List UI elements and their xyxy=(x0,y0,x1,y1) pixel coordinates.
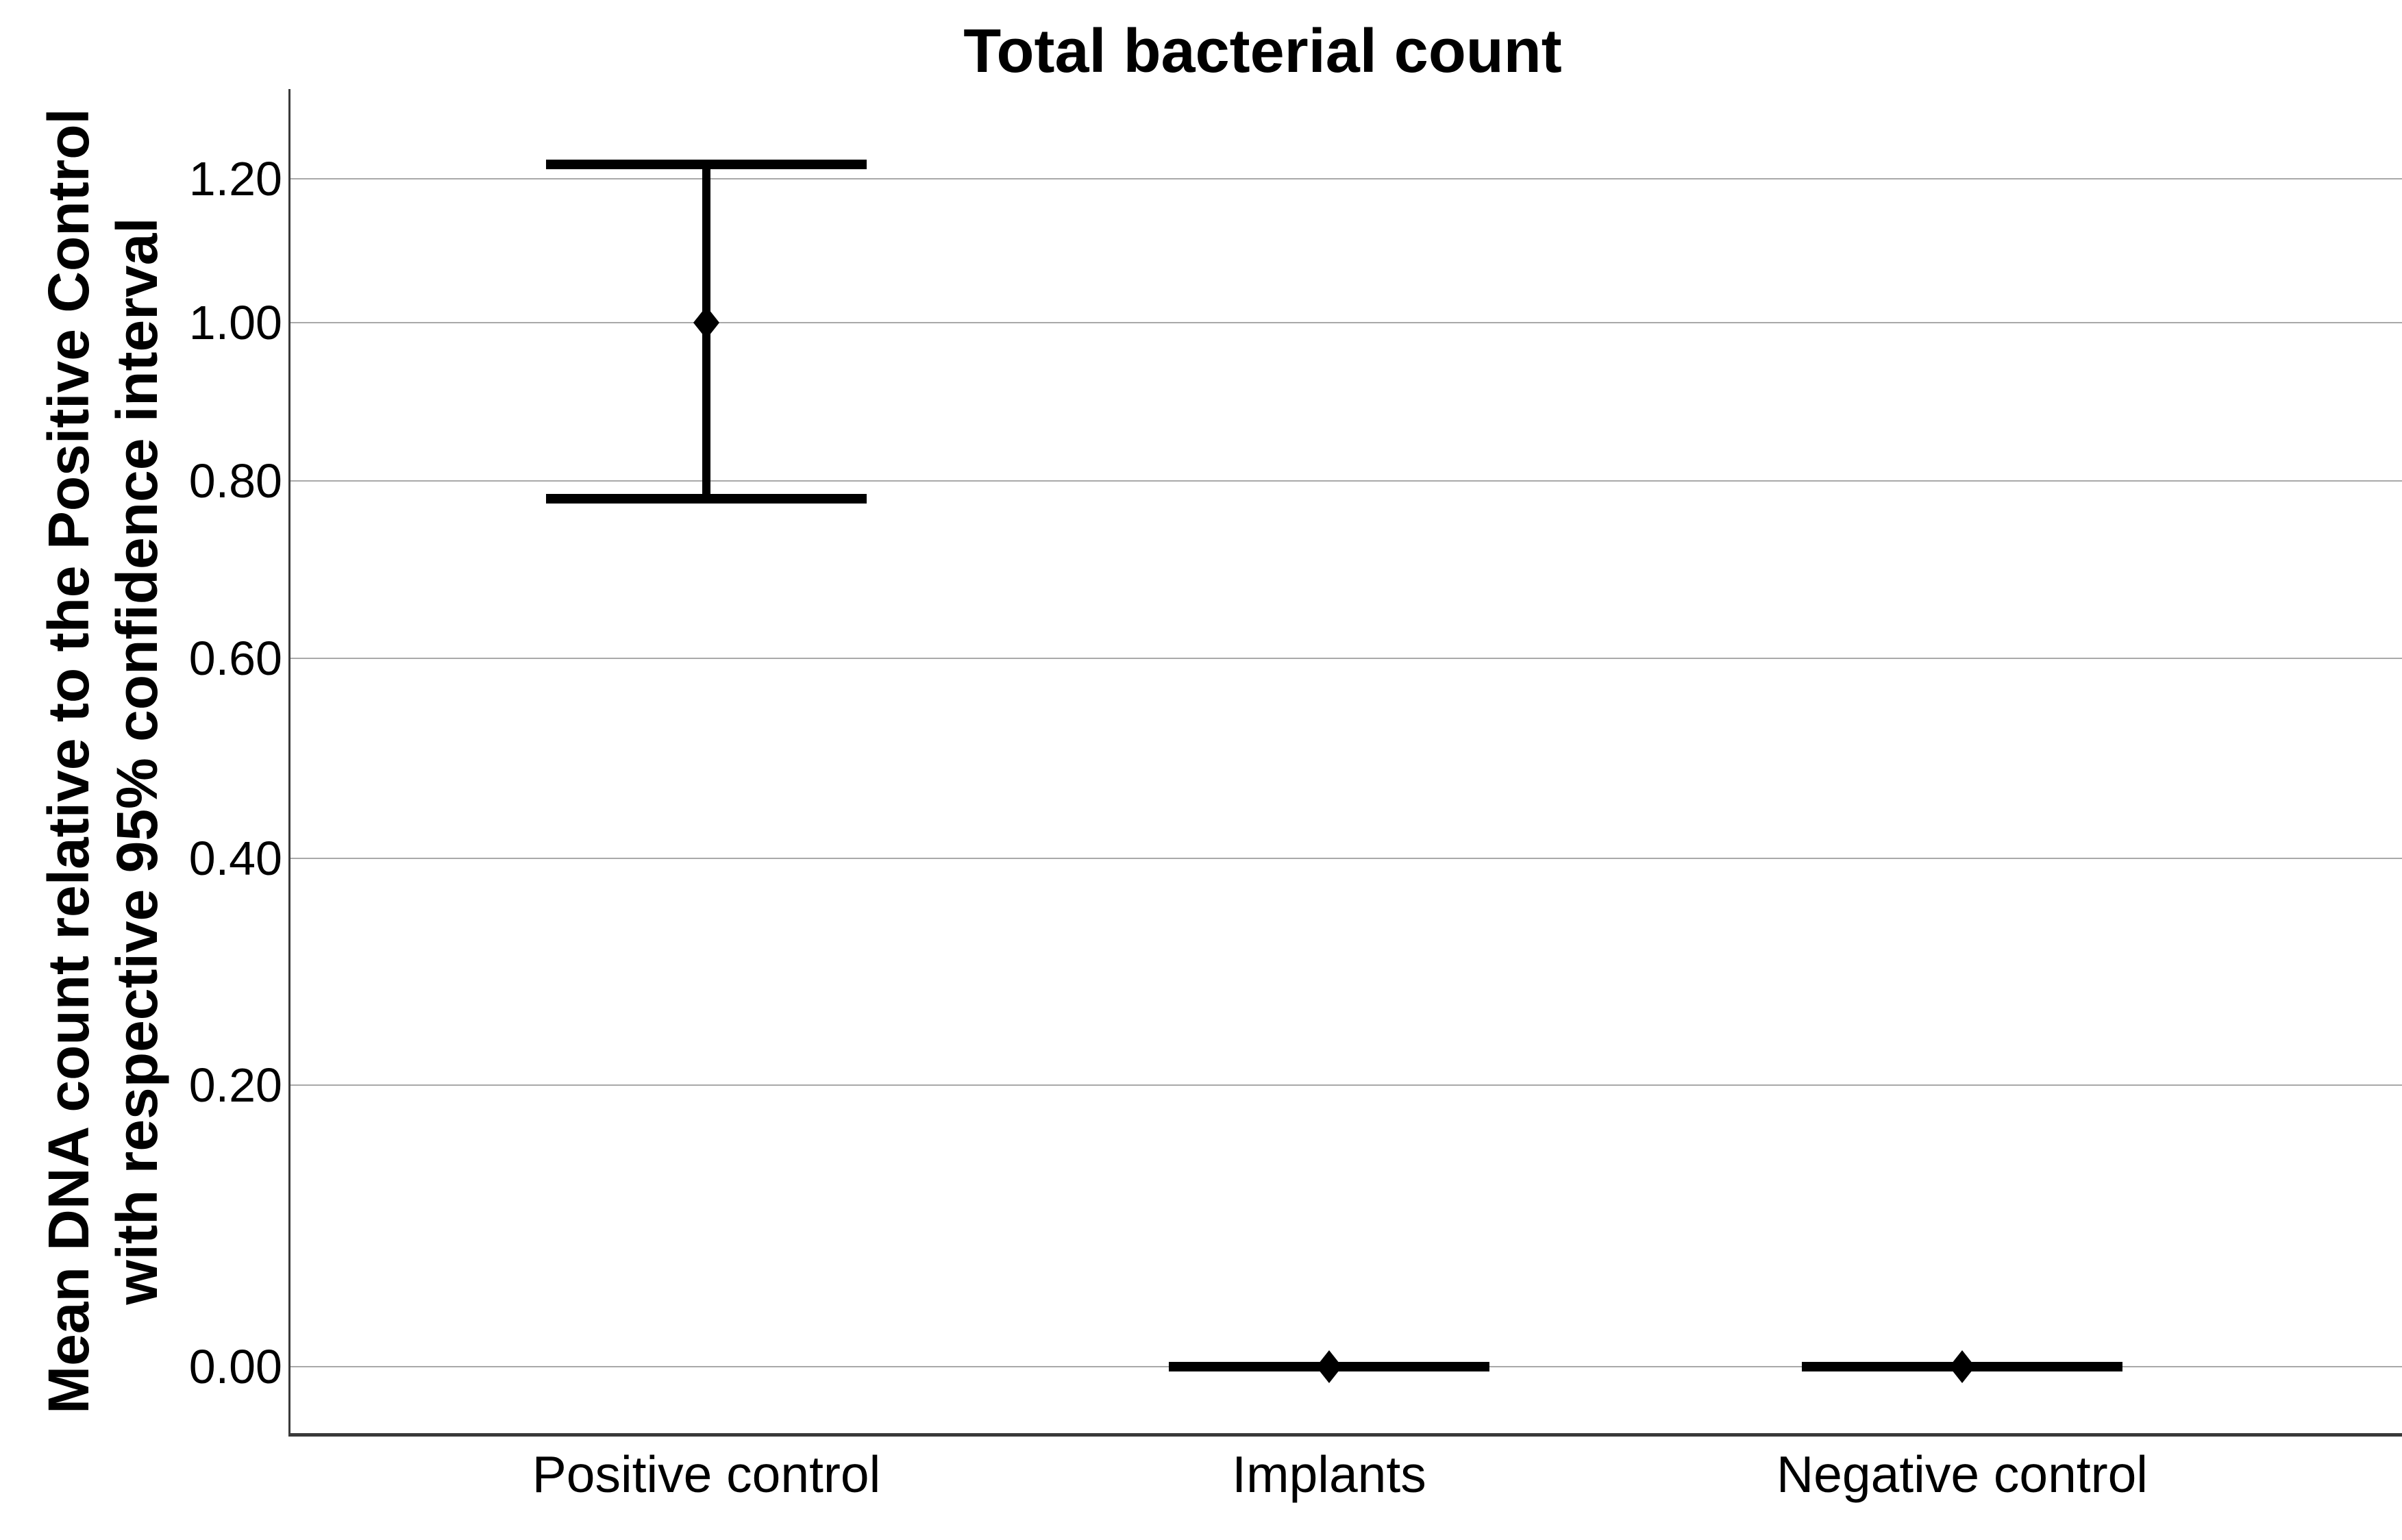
mean-marker-diamond xyxy=(1949,1350,1975,1383)
ci-cap-top xyxy=(546,160,867,169)
gridline xyxy=(289,322,2402,323)
gridline xyxy=(289,858,2402,859)
y-tick-label: 0.40 xyxy=(188,832,282,885)
gridline xyxy=(289,480,2402,482)
chart-title: Total bacterial count xyxy=(963,17,1562,86)
y-tick-label: 0.60 xyxy=(188,632,282,685)
mean-marker-diamond xyxy=(693,306,719,339)
y-tick-label: 0.20 xyxy=(188,1058,282,1112)
ci-cap-bottom xyxy=(546,493,867,504)
x-category-label: Implants xyxy=(1232,1445,1426,1503)
x-category-label: Negative control xyxy=(1776,1445,2148,1503)
x-axis-line xyxy=(288,1433,2402,1437)
y-tick-label: 0.80 xyxy=(188,454,282,508)
y-tick-label: 1.00 xyxy=(188,296,282,349)
mean-marker-diamond xyxy=(1316,1350,1342,1383)
y-tick-label: 0.00 xyxy=(188,1340,282,1393)
x-category-label: Positive control xyxy=(532,1445,881,1503)
gridline xyxy=(289,1084,2402,1086)
gridline xyxy=(289,658,2402,659)
gridline xyxy=(289,178,2402,179)
y-tick-label: 1.20 xyxy=(188,152,282,206)
y-axis-line xyxy=(288,89,290,1437)
